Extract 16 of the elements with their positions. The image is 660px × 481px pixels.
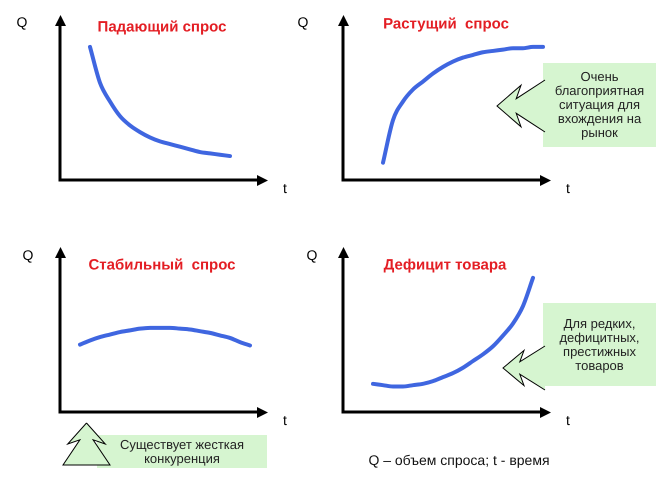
text: Очень благоприятная ситуация для вхождения на рынок (554, 69, 646, 140)
text: Для редких, дефицитных, престижных товаров (558, 316, 641, 372)
y-axis-title: Q (306, 246, 318, 264)
y-axis-title: Q (16, 14, 28, 30)
text: Q – объем спроса; t - время (368, 452, 550, 468)
chart-title: Стабильный спрос (88, 256, 236, 274)
x-axis-title: t (283, 180, 287, 196)
text: Существует жесткая конкуренция (118, 436, 246, 466)
y-axis-title: Q (298, 14, 308, 30)
chart-title: Падающий спрос (98, 18, 226, 36)
x-axis-title: t (283, 412, 287, 428)
chart-title: Дефицит товара (384, 256, 506, 274)
chart-title: Растущий спрос (383, 15, 509, 33)
x-axis-title: t (566, 412, 570, 428)
y-axis-title: Q (22, 246, 34, 264)
x-axis-title: t (566, 180, 570, 196)
